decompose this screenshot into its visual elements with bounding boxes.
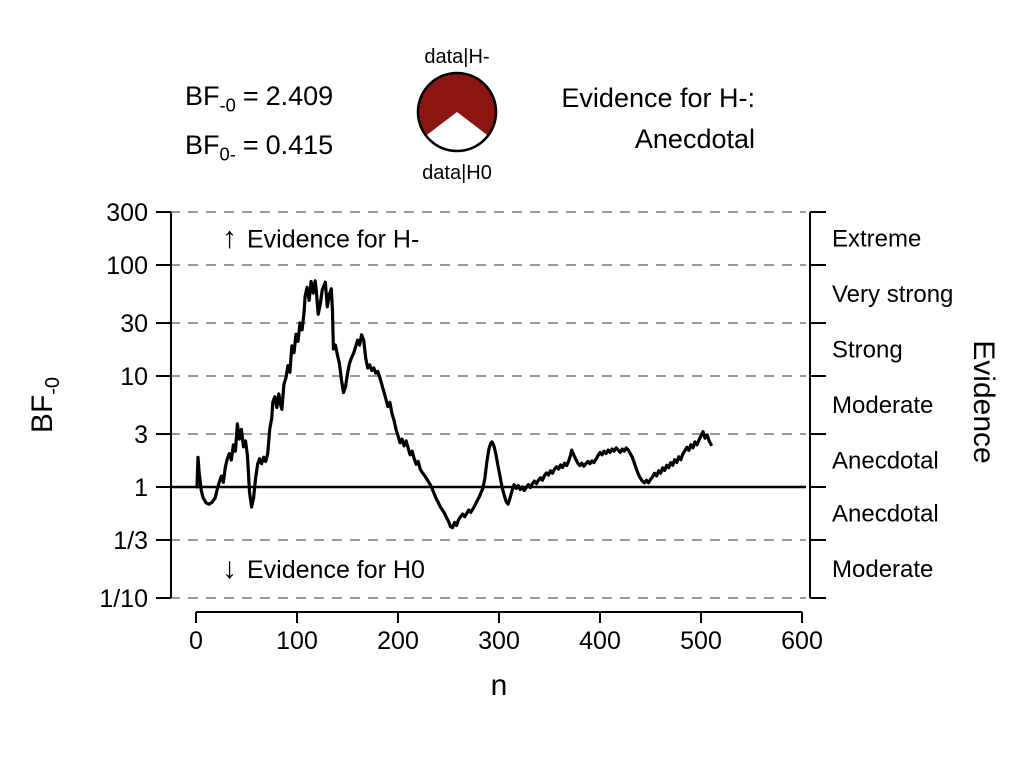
y-tick-label: 30 xyxy=(120,310,148,338)
pie-chart-icon xyxy=(416,71,498,153)
y-tick-label: 3 xyxy=(134,421,148,449)
y-tick-label: 1/10 xyxy=(99,585,148,613)
evidence-direction-annotation: ↑ Evidence for H- xyxy=(222,222,419,255)
bf01-base: BF xyxy=(185,130,220,161)
y-tick-label: 1/3 xyxy=(113,527,148,555)
evidence-category-label: Very strong xyxy=(832,281,953,308)
evidence-summary-level: Anecdotal xyxy=(634,124,755,154)
pie-bottom-label: data|H0 xyxy=(422,162,492,184)
y-tick-label: 1 xyxy=(134,474,148,502)
x-axis-title: n xyxy=(491,669,508,702)
bf01-subscript: 0- xyxy=(219,143,236,165)
bf10-number: 2.409 xyxy=(265,81,334,111)
bf10-equals: = xyxy=(242,81,259,111)
evidence-category-label: Moderate xyxy=(832,556,933,583)
bf-trajectory-line xyxy=(195,279,713,530)
pie-outline xyxy=(416,71,498,153)
evidence-category-label: Anecdotal xyxy=(832,448,939,475)
y-tick-label: 100 xyxy=(106,252,148,280)
y-tick-label: 300 xyxy=(106,199,148,227)
evidence-summary-title: Evidence for H-: xyxy=(561,83,755,113)
bf01-number: 0.415 xyxy=(265,130,334,161)
pie-white-slice xyxy=(426,112,488,151)
x-tick-label: 100 xyxy=(276,627,318,655)
bf01-equals: = xyxy=(242,130,259,161)
bf10-subscript: -0 xyxy=(219,94,236,116)
bf01-value: BF0- = 0.415 xyxy=(185,125,333,174)
evidence-category-label: Anecdotal xyxy=(832,500,939,527)
evidence-direction-annotation: ↓ Evidence for H0 xyxy=(222,552,425,585)
evidence-category-label: Strong xyxy=(832,337,903,364)
y-axis-title: BF-0 xyxy=(26,377,64,433)
x-tick-label: 500 xyxy=(680,627,722,655)
x-tick-label: 300 xyxy=(478,627,520,655)
bf10-base: BF xyxy=(185,81,220,111)
x-tick-label: 600 xyxy=(781,627,823,655)
y-tick-label: 10 xyxy=(120,363,148,391)
right-axis-title: Evidence xyxy=(967,340,1000,463)
evidence-summary: Evidence for H-: Anecdotal xyxy=(455,78,755,160)
evidence-category-label: Moderate xyxy=(832,392,933,419)
x-tick-label: 0 xyxy=(189,627,203,655)
bf-values: BF-0 = 2.409 BF0- = 0.415 xyxy=(185,76,333,175)
pie-top-label: data|H- xyxy=(424,46,490,68)
bf10-value: BF-0 = 2.409 xyxy=(185,76,333,125)
x-tick-label: 400 xyxy=(579,627,621,655)
evidence-pie: data|H- data|H0 xyxy=(377,44,537,186)
evidence-category-label: Extreme xyxy=(832,226,921,253)
x-tick-label: 200 xyxy=(377,627,419,655)
